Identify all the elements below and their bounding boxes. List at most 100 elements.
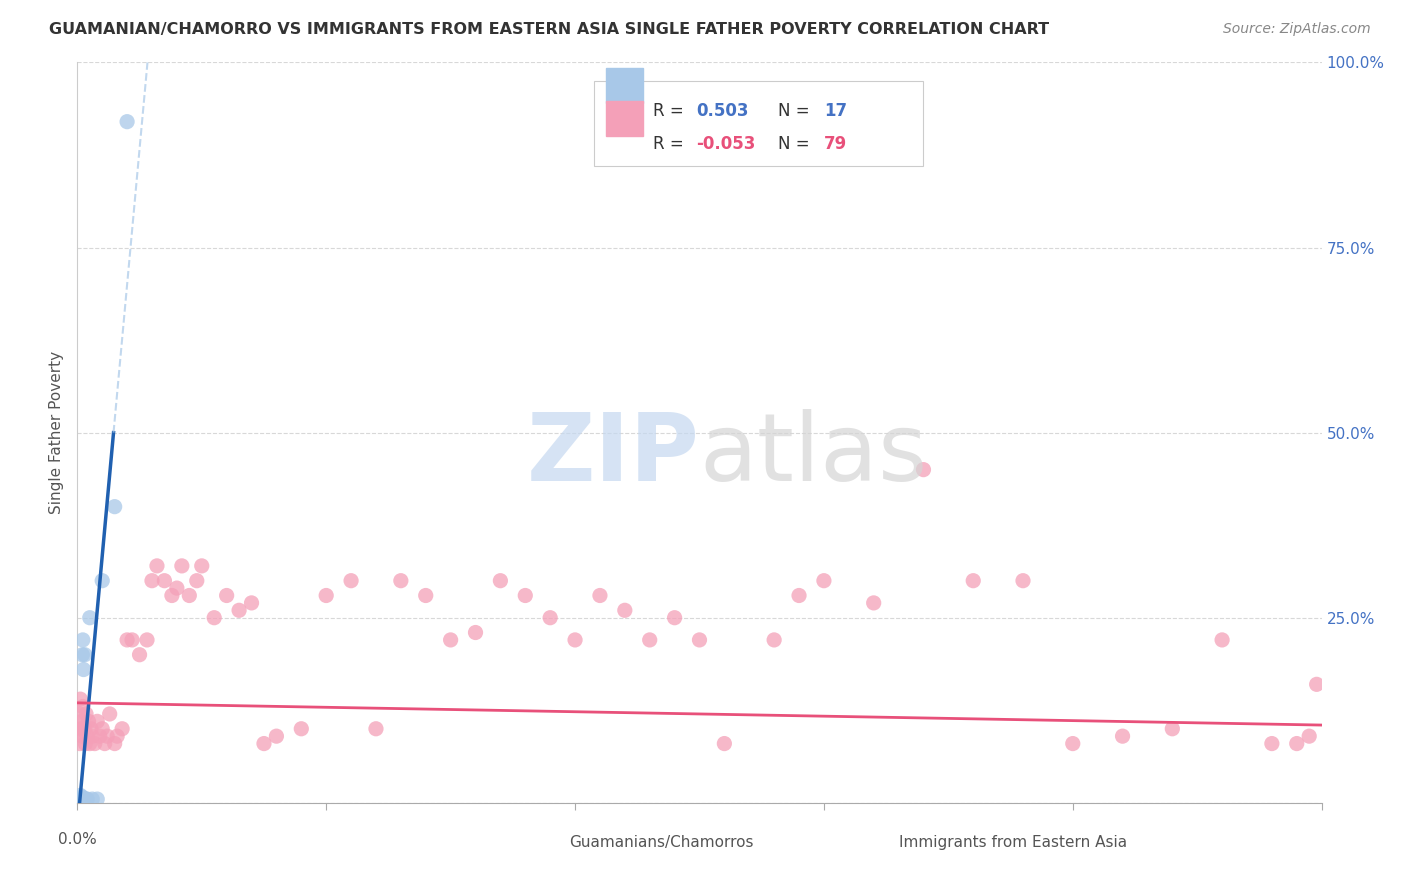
Point xyxy=(72,632,94,647)
Point xyxy=(93,737,115,751)
Point xyxy=(689,632,711,647)
Point xyxy=(1305,677,1327,691)
Point xyxy=(1261,737,1284,751)
Point xyxy=(664,610,686,624)
Point xyxy=(613,603,636,617)
Point xyxy=(1161,722,1184,736)
Point xyxy=(215,589,238,603)
Point xyxy=(80,722,103,736)
Point xyxy=(713,737,735,751)
Point xyxy=(191,558,214,573)
Bar xyxy=(849,835,893,851)
Text: N =: N = xyxy=(778,102,810,120)
Point xyxy=(115,632,138,647)
Point xyxy=(82,729,104,743)
Text: R =: R = xyxy=(654,135,685,153)
Point xyxy=(73,648,96,662)
Point xyxy=(72,699,94,714)
Point xyxy=(266,729,288,743)
Point xyxy=(315,589,337,603)
Point xyxy=(1285,737,1308,751)
Point xyxy=(538,610,561,624)
Point xyxy=(564,632,586,647)
Text: Immigrants from Eastern Asia: Immigrants from Eastern Asia xyxy=(898,835,1126,850)
Point xyxy=(75,706,97,721)
Text: atlas: atlas xyxy=(700,409,928,500)
Point xyxy=(290,722,312,736)
Point xyxy=(105,729,128,743)
Point xyxy=(72,729,94,743)
Point xyxy=(86,792,108,806)
Point xyxy=(67,706,90,721)
Text: GUAMANIAN/CHAMORRO VS IMMIGRANTS FROM EASTERN ASIA SINGLE FATHER POVERTY CORRELA: GUAMANIAN/CHAMORRO VS IMMIGRANTS FROM EA… xyxy=(49,22,1049,37)
Point xyxy=(862,596,884,610)
Point xyxy=(86,714,108,729)
Point xyxy=(82,792,104,806)
Point xyxy=(1298,729,1320,743)
Point xyxy=(69,737,91,751)
Point xyxy=(1012,574,1035,588)
Point xyxy=(83,737,105,751)
Y-axis label: Single Father Poverty: Single Father Poverty xyxy=(49,351,65,514)
Point xyxy=(128,648,150,662)
Point xyxy=(141,574,163,588)
Point xyxy=(364,722,387,736)
Point xyxy=(160,589,183,603)
Point xyxy=(115,114,138,128)
FancyBboxPatch shape xyxy=(593,81,924,166)
Point xyxy=(787,589,810,603)
Point xyxy=(228,603,250,617)
Text: 17: 17 xyxy=(824,102,846,120)
Point xyxy=(104,737,127,751)
Point xyxy=(67,792,90,806)
Text: Guamanians/Chamorros: Guamanians/Chamorros xyxy=(569,835,754,850)
Point xyxy=(589,589,612,603)
Point xyxy=(489,574,512,588)
Point xyxy=(1111,729,1133,743)
Point xyxy=(79,737,101,751)
Point xyxy=(170,558,193,573)
Point xyxy=(67,722,90,736)
Bar xyxy=(606,68,644,103)
Point xyxy=(240,596,263,610)
Text: 79: 79 xyxy=(824,135,848,153)
Point xyxy=(69,789,91,803)
Point xyxy=(70,792,93,806)
Point xyxy=(962,574,984,588)
Point xyxy=(202,610,225,624)
Text: N =: N = xyxy=(778,135,810,153)
Point xyxy=(69,692,91,706)
Point xyxy=(76,729,98,743)
Point xyxy=(153,574,176,588)
Point xyxy=(121,632,143,647)
Point xyxy=(912,462,935,476)
Point xyxy=(515,589,537,603)
Point xyxy=(179,589,201,603)
Point xyxy=(70,789,93,804)
Bar xyxy=(519,835,562,851)
Point xyxy=(73,722,96,736)
Point xyxy=(439,632,461,647)
Point xyxy=(75,792,97,806)
Point xyxy=(763,632,786,647)
Point xyxy=(104,500,127,514)
Point xyxy=(89,729,111,743)
Point xyxy=(72,648,94,662)
Text: 0.503: 0.503 xyxy=(696,102,748,120)
Point xyxy=(136,632,159,647)
Point xyxy=(166,581,188,595)
Point xyxy=(111,722,134,736)
Point xyxy=(70,722,93,736)
Point xyxy=(1211,632,1233,647)
Point xyxy=(146,558,169,573)
Bar xyxy=(606,101,644,136)
Point xyxy=(75,792,97,806)
Point xyxy=(186,574,208,588)
Text: R =: R = xyxy=(654,102,685,120)
Point xyxy=(98,706,121,721)
Point xyxy=(79,610,101,624)
Text: Source: ZipAtlas.com: Source: ZipAtlas.com xyxy=(1223,22,1371,37)
Point xyxy=(415,589,437,603)
Point xyxy=(464,625,486,640)
Point xyxy=(340,574,363,588)
